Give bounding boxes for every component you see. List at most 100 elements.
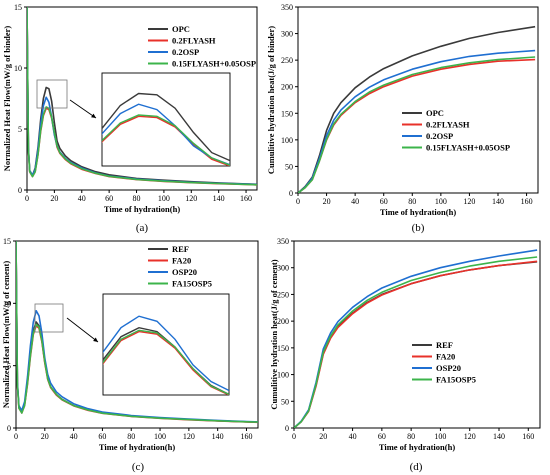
chart-panel-b: 0 20 40 60 80 100 120 140 160 0 50 100 150 200 250 300 3… — [266, 3, 539, 234]
zoom-arrowhead — [91, 113, 96, 118]
x-tick-label: 100 — [434, 432, 446, 441]
x-tick-label: 40 — [349, 432, 357, 441]
x-tick-label: 0 — [296, 197, 300, 206]
x-tick-label: 80 — [127, 432, 135, 441]
y-tick-label: 300 — [281, 30, 293, 39]
x-tick-label: 40 — [78, 194, 86, 203]
inset-series-line-OPC — [102, 92, 230, 162]
x-tick-label: 80 — [407, 432, 415, 441]
y-tick-label: 0 — [18, 186, 22, 195]
y-tick-label: 15 — [14, 3, 22, 12]
y-tick-label: 350 — [281, 3, 293, 12]
x-tick-label: 100 — [158, 194, 170, 203]
series-line-0.15FLYASH+0.05OSP — [27, 7, 257, 186]
x-tick-label: 120 — [463, 197, 475, 206]
inset-series-line-FA15OSP5 — [103, 329, 229, 395]
x-tick-label: 60 — [380, 197, 388, 206]
y-tick-label: 50 — [285, 162, 293, 171]
legend-label: FA20 — [436, 352, 455, 362]
x-tick-label: 100 — [435, 197, 447, 206]
y-tick-label: 200 — [281, 83, 293, 92]
legend-label: 0.2FLYASH — [426, 120, 470, 130]
zoom-region-box — [34, 303, 64, 333]
y-tick-label: 250 — [277, 290, 289, 299]
y-tick-label: 50 — [281, 397, 289, 406]
x-tick-label: 120 — [464, 432, 476, 441]
y-tick-label: 10 — [14, 64, 22, 73]
legend-label: FA15OSP5 — [436, 375, 476, 385]
y-tick-label: 10 — [3, 299, 11, 308]
plot-frame — [15, 240, 259, 429]
x-axis-title: Time of hydration(h) — [380, 207, 457, 217]
x-tick-label: 100 — [154, 432, 166, 441]
x-tick-label: 60 — [98, 432, 106, 441]
legend-label: OPC — [426, 108, 444, 118]
x-axis-title: Time of hydration(h) — [379, 442, 456, 452]
y-tick-label: 200 — [277, 317, 289, 326]
chart-panel-a: 0 20 40 60 80 100 120 140 160 0 5 10 15 Time of hydra… — [2, 3, 258, 234]
y-tick-label: 350 — [277, 237, 289, 246]
x-tick-label: 80 — [408, 197, 416, 206]
x-axis-title: Time of hydration(h) — [104, 204, 181, 214]
x-tick-label: 120 — [185, 194, 197, 203]
y-axis-title: Normalized Heat Flow(mW/g of binder) — [2, 26, 12, 172]
x-tick-label: 0 — [292, 432, 296, 441]
x-tick-label: 20 — [319, 432, 327, 441]
inset-series-line-0.15FLYASH+0.05OSP — [102, 114, 230, 166]
series-line-FA15OSP5 — [294, 256, 538, 428]
plot-frame — [293, 240, 541, 429]
x-tick-label: 0 — [14, 432, 18, 441]
x-tick-label: 140 — [492, 197, 504, 206]
legend-label: 0.2OSP — [172, 47, 199, 57]
series-line-0.2FLYASH — [298, 58, 536, 193]
inset-frame — [101, 72, 231, 167]
legend-label: OSP20 — [172, 267, 197, 277]
zoom-arrowhead — [93, 337, 98, 342]
x-tick-label: 160 — [521, 197, 533, 206]
panel-label: (c) — [132, 461, 145, 473]
series-line-OPC — [298, 25, 536, 193]
y-tick-label: 100 — [281, 136, 293, 145]
plot-frame — [26, 6, 258, 191]
x-tick-label: 20 — [41, 432, 49, 441]
series-line-0.2OSP — [298, 49, 536, 193]
legend-label: 0.15FLYASH+0.05OSP — [426, 143, 510, 153]
y-tick-label: 300 — [277, 264, 289, 273]
series-line-FA15OSP5 — [16, 241, 258, 423]
y-tick-label: 0 — [285, 424, 289, 433]
x-tick-label: 140 — [493, 432, 505, 441]
legend-label: 0.2FLYASH — [172, 36, 216, 46]
x-tick-label: 20 — [323, 197, 331, 206]
y-tick-label: 150 — [277, 344, 289, 353]
x-tick-label: 160 — [522, 432, 534, 441]
y-tick-label: 5 — [18, 125, 22, 134]
legend-label: FA20 — [172, 256, 191, 266]
x-tick-label: 40 — [351, 197, 359, 206]
inset-series-line-OSP20 — [103, 315, 229, 392]
y-tick-label: 250 — [281, 56, 293, 65]
y-axis-title: Cumulitive hydration heat(J/g of binder) — [266, 26, 276, 174]
legend-label: REF — [436, 340, 453, 350]
x-tick-label: 20 — [50, 194, 58, 203]
legend-label: 0.15FLYASH+0.05OSP — [172, 59, 256, 69]
y-tick-label: 15 — [3, 237, 11, 246]
chart-panel-d: 0 20 40 60 80 100 120 140 160 0 50 100 150 200 250 300 3… — [269, 237, 541, 473]
x-tick-label: 40 — [70, 432, 78, 441]
x-tick-label: 140 — [213, 194, 225, 203]
zoom-arrow — [66, 317, 99, 343]
plot-frame — [297, 6, 539, 194]
y-tick-label: 150 — [281, 109, 293, 118]
x-tick-label: 120 — [183, 432, 195, 441]
y-axis-title: Normalized Heat Flow(mW/g of cement) — [1, 261, 11, 408]
x-tick-label: 0 — [25, 194, 29, 203]
legend-label: 0.2OSP — [426, 131, 453, 141]
legend-label: OSP20 — [436, 363, 461, 373]
x-tick-label: 60 — [105, 194, 113, 203]
x-tick-label: 160 — [240, 432, 252, 441]
series-line-0.15FLYASH+0.05OSP — [298, 56, 536, 193]
x-tick-label: 60 — [378, 432, 386, 441]
zoom-region-box — [36, 79, 68, 109]
y-tick-label: 0 — [289, 189, 293, 198]
x-tick-label: 160 — [240, 194, 252, 203]
chart-panel-c: 0 20 40 60 80 100 120 140 160 0 5 10 15 Time of hydra… — [1, 237, 259, 473]
